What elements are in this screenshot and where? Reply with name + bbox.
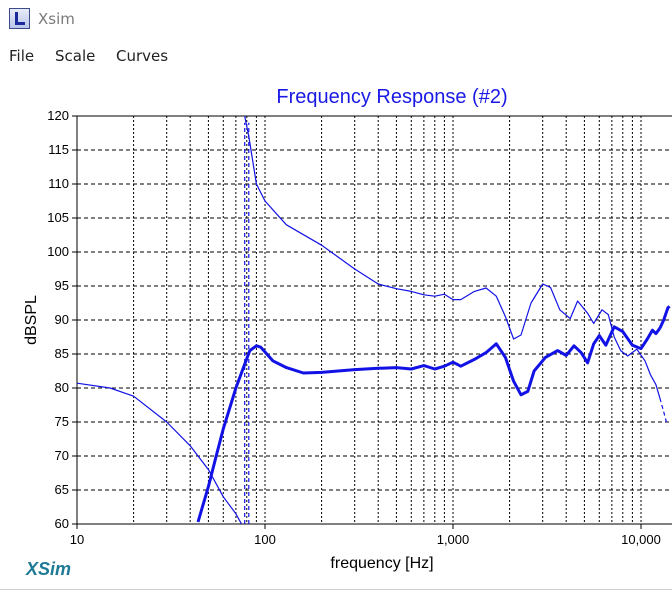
y-axis-label: dBSPL bbox=[23, 295, 40, 345]
y-tick-label: 95 bbox=[55, 278, 69, 293]
window-title: Xsim bbox=[38, 10, 75, 28]
plot-frame bbox=[76, 115, 672, 525]
menu-curves[interactable]: Curves bbox=[116, 47, 169, 65]
y-tick-label: 120 bbox=[47, 108, 69, 123]
bottom-divider bbox=[0, 589, 672, 590]
y-tick-label: 105 bbox=[47, 210, 69, 225]
chart-canvas: 60 65 70 75 80 85 90 95 100 105 110 115 120 10 100 1,00… bbox=[23, 86, 672, 572]
series-line-2 bbox=[659, 398, 668, 426]
y-tick-label: 115 bbox=[48, 142, 69, 157]
y-tick-label: 100 bbox=[47, 244, 69, 259]
x-tick-label: 100 bbox=[254, 532, 276, 547]
x-tick-label: 10,000 bbox=[621, 532, 661, 547]
y-tick-label: 110 bbox=[48, 176, 69, 191]
series-line-0 bbox=[77, 382, 243, 525]
chart-title: Frequency Response (#2) bbox=[276, 86, 507, 108]
series-line-6 bbox=[658, 305, 671, 329]
title-bar: Xsim bbox=[0, 0, 672, 38]
menu-file[interactable]: File bbox=[9, 47, 35, 65]
y-tick-label: 90 bbox=[55, 312, 69, 327]
y-tick-label: 80 bbox=[55, 380, 69, 395]
y-tick-label: 85 bbox=[55, 346, 69, 361]
menu-scale[interactable]: Scale bbox=[55, 47, 96, 65]
xsim-app-icon bbox=[9, 8, 30, 29]
y-tick-label: 65 bbox=[55, 482, 69, 497]
x-tick-label: 1,000 bbox=[437, 532, 470, 547]
y-tick-label: 75 bbox=[55, 414, 69, 429]
series-line-1 bbox=[244, 115, 661, 399]
y-tick-label: 60 bbox=[55, 516, 69, 531]
frequency-response-chart: 60 65 70 75 80 85 90 95 100 105 110 115 120 10 100 1,00… bbox=[0, 76, 672, 586]
series-line-5 bbox=[196, 325, 662, 523]
x-tick-label: 10 bbox=[70, 532, 84, 547]
x-axis-label: frequency [Hz] bbox=[330, 555, 433, 572]
y-tick-label: 70 bbox=[55, 448, 69, 463]
brand-logo: XSim bbox=[26, 559, 72, 579]
menu-bar: File Scale Curves bbox=[0, 42, 672, 70]
